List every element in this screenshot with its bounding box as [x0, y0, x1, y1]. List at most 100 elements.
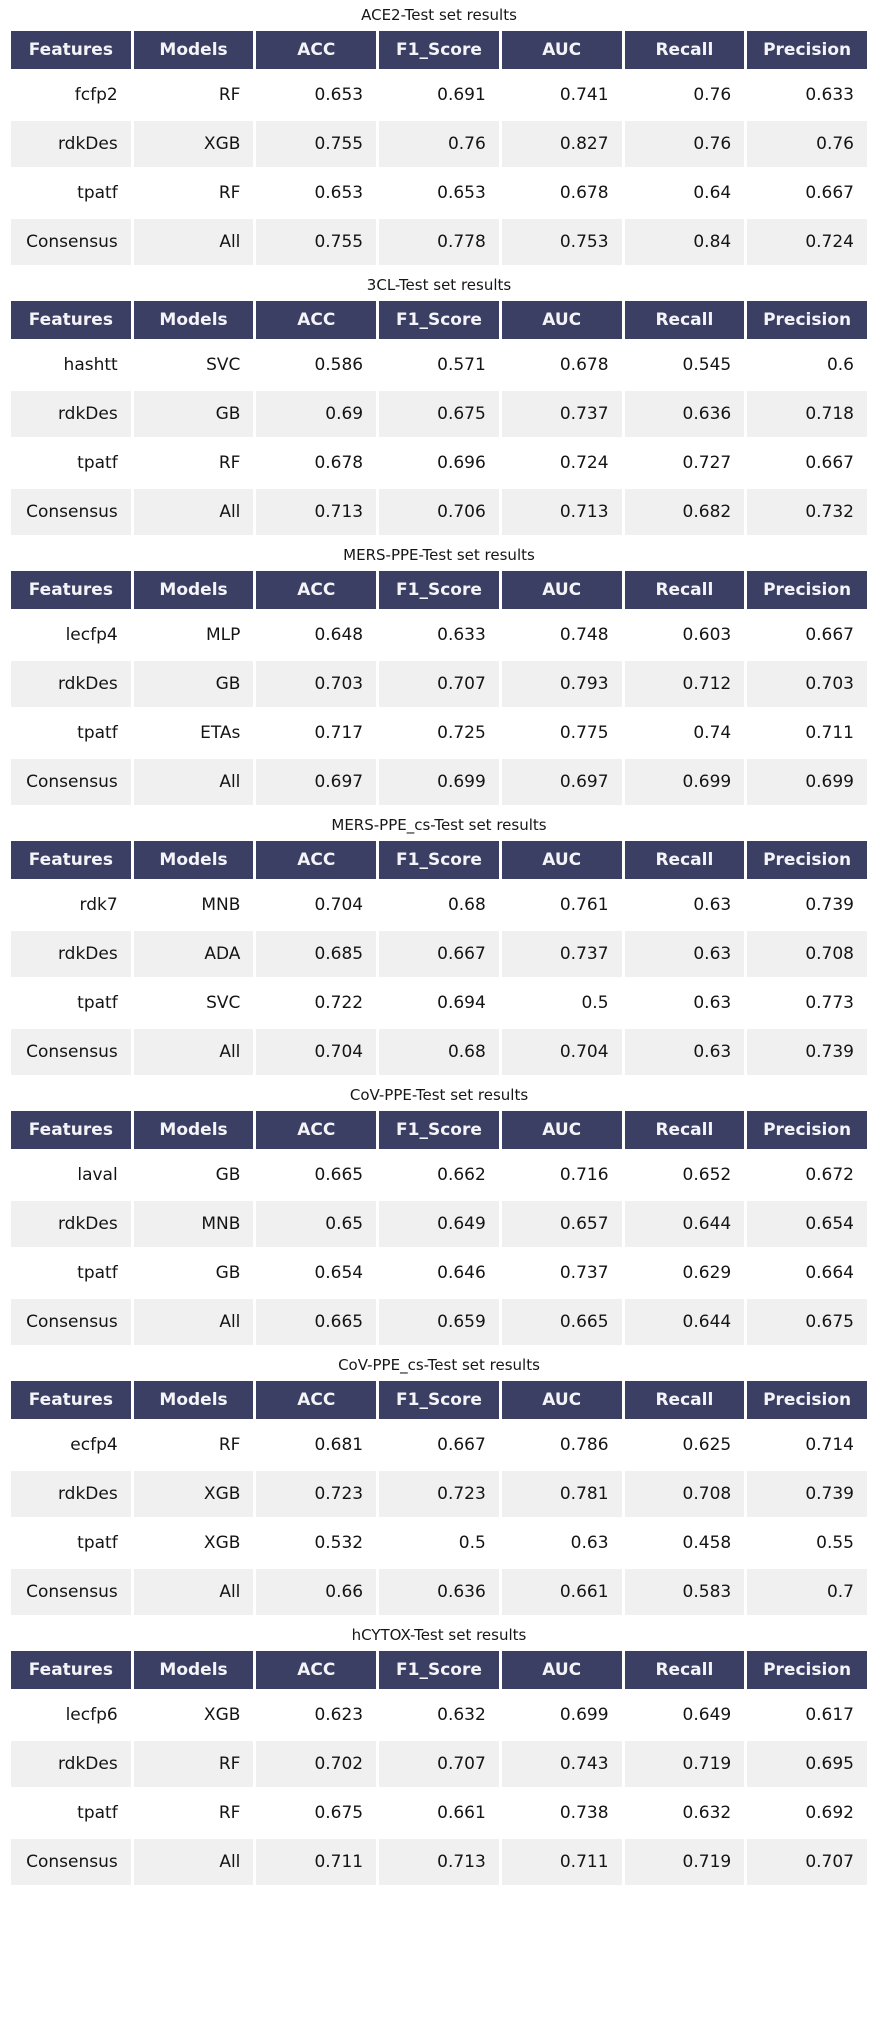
metric-cell: 0.737	[501, 391, 622, 437]
metric-cell: 0.711	[747, 710, 867, 756]
model-cell: SVC	[133, 980, 254, 1026]
metric-cell: 0.697	[256, 759, 377, 805]
table-title: ACE2-Test set results	[361, 6, 517, 24]
model-cell: All	[133, 759, 254, 805]
metric-cell: 0.699	[501, 1692, 622, 1738]
metric-cell: 0.708	[747, 931, 867, 977]
header-row: Features Models ACC F1_Score AUC Recall Precis…	[11, 571, 867, 609]
feature-cell: rdkDes	[11, 931, 131, 977]
metric-cell: 0.63	[624, 1029, 745, 1075]
metric-cell: 0.633	[379, 612, 499, 658]
metric-cell: 0.716	[501, 1152, 622, 1198]
table-row: rdkDes XGB 0.723 0.723 0.781 0.708 0.739	[11, 1471, 867, 1517]
column-header-f1-score: F1_Score	[379, 571, 499, 609]
metric-cell: 0.694	[379, 980, 499, 1026]
table-row: tpatf RF 0.678 0.696 0.724 0.727 0.667	[11, 440, 867, 486]
table-row: lecfp4 MLP 0.648 0.633 0.748 0.603 0.667	[11, 612, 867, 658]
metric-cell: 0.55	[747, 1520, 867, 1566]
metric-cell: 0.649	[379, 1201, 499, 1247]
metric-cell: 0.713	[379, 1839, 499, 1885]
metric-cell: 0.625	[624, 1422, 745, 1468]
metric-cell: 0.665	[256, 1152, 377, 1198]
model-cell: All	[133, 1029, 254, 1075]
metric-cell: 0.748	[501, 612, 622, 658]
column-header-acc: ACC	[256, 1651, 377, 1689]
model-cell: All	[133, 1839, 254, 1885]
results-table-section: hCYTOX-Test set results Features Models AC…	[8, 1625, 870, 1888]
table-row: tpatf RF 0.675 0.661 0.738 0.632 0.692	[11, 1790, 867, 1836]
metric-cell: 0.662	[379, 1152, 499, 1198]
metric-cell: 0.711	[256, 1839, 377, 1885]
metric-cell: 0.712	[624, 661, 745, 707]
metric-cell: 0.653	[256, 72, 377, 118]
table-row: tpatf GB 0.654 0.646 0.737 0.629 0.664	[11, 1250, 867, 1296]
metric-cell: 0.678	[256, 440, 377, 486]
feature-cell: hashtt	[11, 342, 131, 388]
metric-cell: 0.707	[379, 1741, 499, 1787]
metric-cell: 0.665	[501, 1299, 622, 1345]
metric-cell: 0.76	[379, 121, 499, 167]
metric-cell: 0.665	[256, 1299, 377, 1345]
metric-cell: 0.6	[747, 342, 867, 388]
metric-cell: 0.667	[379, 931, 499, 977]
feature-cell: Consensus	[11, 1569, 131, 1615]
metric-cell: 0.719	[624, 1839, 745, 1885]
metric-cell: 0.678	[501, 342, 622, 388]
feature-cell: tpatf	[11, 710, 131, 756]
column-header-acc: ACC	[256, 571, 377, 609]
column-header-f1-score: F1_Score	[379, 841, 499, 879]
header-row: Features Models ACC F1_Score AUC Recall Precis…	[11, 31, 867, 69]
model-cell: XGB	[133, 1520, 254, 1566]
metric-cell: 0.708	[624, 1471, 745, 1517]
feature-cell: lecfp6	[11, 1692, 131, 1738]
metric-cell: 0.667	[379, 1422, 499, 1468]
metric-cell: 0.76	[747, 121, 867, 167]
model-cell: RF	[133, 170, 254, 216]
metric-cell: 0.667	[747, 612, 867, 658]
table-row: laval GB 0.665 0.662 0.716 0.652 0.672	[11, 1152, 867, 1198]
metric-cell: 0.773	[747, 980, 867, 1026]
model-cell: XGB	[133, 1471, 254, 1517]
metric-cell: 0.704	[501, 1029, 622, 1075]
metric-cell: 0.652	[624, 1152, 745, 1198]
metric-cell: 0.76	[624, 72, 745, 118]
feature-cell: rdkDes	[11, 1741, 131, 1787]
metric-cell: 0.682	[624, 489, 745, 535]
metric-cell: 0.717	[256, 710, 377, 756]
table-row: rdkDes MNB 0.65 0.649 0.657 0.644 0.654	[11, 1201, 867, 1247]
model-cell: All	[133, 1299, 254, 1345]
header-row: Features Models ACC F1_Score AUC Recall Precis…	[11, 1111, 867, 1149]
metric-cell: 0.649	[624, 1692, 745, 1738]
feature-cell: Consensus	[11, 759, 131, 805]
column-header-f1-score: F1_Score	[379, 1111, 499, 1149]
column-header-precision: Precision	[747, 1651, 867, 1689]
column-header-precision: Precision	[747, 571, 867, 609]
column-header-auc: AUC	[501, 571, 622, 609]
table-row: Consensus All 0.713 0.706 0.713 0.682 0.732	[11, 489, 867, 535]
column-header-recall: Recall	[624, 841, 745, 879]
feature-cell: rdkDes	[11, 121, 131, 167]
feature-cell: tpatf	[11, 1790, 131, 1836]
feature-cell: rdkDes	[11, 661, 131, 707]
metric-cell: 0.704	[256, 1029, 377, 1075]
metric-cell: 0.667	[747, 170, 867, 216]
model-cell: GB	[133, 661, 254, 707]
model-cell: ADA	[133, 931, 254, 977]
model-cell: RF	[133, 72, 254, 118]
feature-cell: ecfp4	[11, 1422, 131, 1468]
metric-cell: 0.724	[747, 219, 867, 265]
metric-cell: 0.703	[256, 661, 377, 707]
metric-cell: 0.725	[379, 710, 499, 756]
results-tables-figure: ACE2-Test set results Features Models ACC F…	[0, 5, 878, 1888]
table-row: rdkDes XGB 0.755 0.76 0.827 0.76 0.76	[11, 121, 867, 167]
metric-cell: 0.739	[747, 1029, 867, 1075]
metric-cell: 0.654	[256, 1250, 377, 1296]
metric-cell: 0.793	[501, 661, 622, 707]
metric-cell: 0.737	[501, 1250, 622, 1296]
results-table-section: MERS-PPE_cs-Test set results Features Mod…	[8, 815, 870, 1078]
metric-cell: 0.675	[747, 1299, 867, 1345]
metric-cell: 0.714	[747, 1422, 867, 1468]
model-cell: ETAs	[133, 710, 254, 756]
feature-cell: fcfp2	[11, 72, 131, 118]
table-title: MERS-PPE-Test set results	[343, 546, 535, 564]
